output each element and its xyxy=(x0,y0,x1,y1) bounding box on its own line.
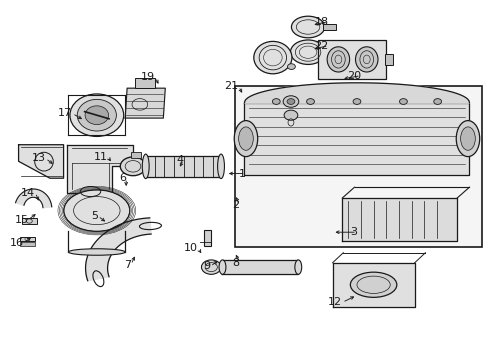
Bar xyxy=(131,152,141,158)
Text: 4: 4 xyxy=(176,155,183,165)
Ellipse shape xyxy=(201,260,221,274)
Bar xyxy=(20,237,35,241)
Text: 10: 10 xyxy=(183,243,198,253)
Polygon shape xyxy=(19,145,63,178)
Circle shape xyxy=(306,99,314,104)
Ellipse shape xyxy=(85,106,108,125)
Ellipse shape xyxy=(120,157,145,176)
Text: 13: 13 xyxy=(31,153,45,163)
Text: 9: 9 xyxy=(203,261,210,271)
Text: 5: 5 xyxy=(91,211,98,221)
Polygon shape xyxy=(244,83,468,103)
Text: 16: 16 xyxy=(9,238,23,248)
Circle shape xyxy=(352,99,360,104)
Bar xyxy=(203,230,210,246)
Text: 8: 8 xyxy=(232,258,239,268)
Polygon shape xyxy=(67,145,133,193)
Ellipse shape xyxy=(217,154,224,179)
Text: 19: 19 xyxy=(141,72,155,82)
Ellipse shape xyxy=(68,249,125,255)
Ellipse shape xyxy=(326,47,349,72)
Text: 15: 15 xyxy=(14,215,28,225)
Text: 11: 11 xyxy=(93,152,107,162)
Ellipse shape xyxy=(77,99,116,131)
Ellipse shape xyxy=(219,260,225,274)
Ellipse shape xyxy=(142,154,149,179)
Text: 1: 1 xyxy=(238,168,245,179)
Text: 7: 7 xyxy=(123,260,131,270)
Text: 6: 6 xyxy=(119,173,126,183)
Text: 21: 21 xyxy=(224,81,238,91)
Text: 3: 3 xyxy=(349,227,356,237)
Ellipse shape xyxy=(291,16,324,38)
Ellipse shape xyxy=(460,127,474,150)
Circle shape xyxy=(287,64,295,69)
Text: 14: 14 xyxy=(21,188,35,198)
Polygon shape xyxy=(16,189,52,208)
Text: 22: 22 xyxy=(314,41,328,51)
Polygon shape xyxy=(332,263,414,307)
Bar xyxy=(317,40,386,79)
Polygon shape xyxy=(145,156,221,177)
Circle shape xyxy=(272,99,280,104)
Ellipse shape xyxy=(238,127,253,150)
Polygon shape xyxy=(125,88,165,118)
Circle shape xyxy=(433,99,441,104)
Ellipse shape xyxy=(63,190,130,231)
Circle shape xyxy=(286,99,294,104)
Bar xyxy=(135,78,154,88)
Text: 17: 17 xyxy=(58,108,72,118)
Circle shape xyxy=(399,99,407,104)
Ellipse shape xyxy=(355,47,377,72)
Circle shape xyxy=(283,96,298,107)
Ellipse shape xyxy=(70,94,123,136)
Ellipse shape xyxy=(455,121,479,157)
Ellipse shape xyxy=(234,121,257,157)
Ellipse shape xyxy=(253,41,291,74)
Bar xyxy=(20,242,35,246)
Polygon shape xyxy=(85,218,151,281)
Bar xyxy=(385,54,392,65)
Polygon shape xyxy=(342,198,456,241)
Text: 20: 20 xyxy=(346,71,360,81)
Text: 2: 2 xyxy=(232,200,239,210)
Polygon shape xyxy=(222,260,298,274)
Ellipse shape xyxy=(290,40,325,64)
Bar xyxy=(234,86,481,247)
Bar xyxy=(22,218,37,224)
Text: 18: 18 xyxy=(314,17,328,27)
Polygon shape xyxy=(244,103,468,175)
Text: 12: 12 xyxy=(327,297,342,307)
Ellipse shape xyxy=(349,272,396,297)
Circle shape xyxy=(284,110,297,120)
Bar xyxy=(322,24,336,30)
Ellipse shape xyxy=(294,260,301,274)
